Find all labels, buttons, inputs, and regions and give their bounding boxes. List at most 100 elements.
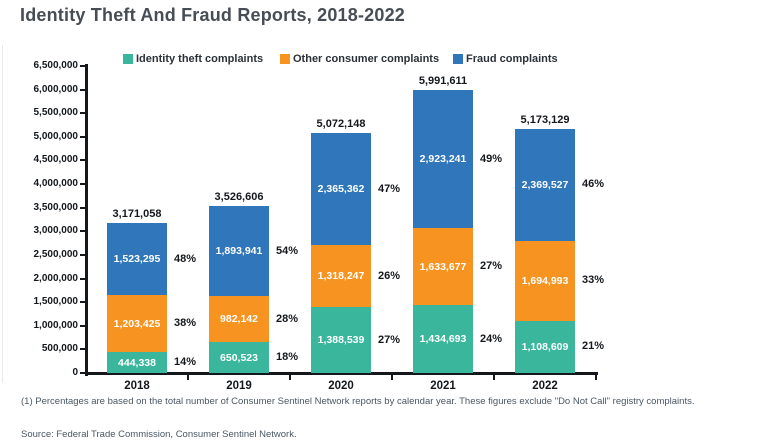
y-tick-label: 3,500,000 [33, 201, 79, 213]
segment-percent-label: 14% [174, 356, 197, 368]
bar-total-label: 5,072,148 [316, 118, 366, 131]
segment-value-label: 1,523,295 [113, 253, 161, 266]
segment-percent-label: 27% [480, 260, 503, 273]
y-tick-mark [80, 183, 85, 186]
segment-value-label: 1,388,539 [317, 334, 365, 347]
x-tick-mark [391, 375, 393, 380]
bar-segment-fraud-2021 [413, 90, 473, 229]
segment-percent-label: 54% [276, 244, 299, 257]
segment-percent-label: 46% [582, 178, 605, 191]
segment-percent-label: 24% [480, 332, 503, 345]
y-tick-label: 4,500,000 [33, 154, 79, 166]
x-tick-mark [187, 375, 189, 380]
segment-value-label: 1,633,677 [419, 260, 467, 273]
legend-item: Other consumer complaints [280, 53, 439, 65]
y-tick-mark [80, 135, 85, 138]
segment-value-label: 1,318,247 [317, 270, 365, 283]
segment-percent-label: 47% [378, 182, 401, 195]
y-tick-label: 6,000,000 [33, 83, 79, 95]
x-category-label: 2022 [532, 380, 558, 392]
x-tick-mark [595, 375, 597, 380]
bar-segment-other-2022 [515, 240, 575, 321]
y-tick-label: 5,500,000 [33, 107, 79, 119]
bar-segment-fraud-2019 [209, 206, 269, 296]
y-tick-mark [80, 348, 85, 351]
bar-segment-identity-2021 [413, 305, 473, 373]
x-tick-mark [289, 375, 291, 380]
y-tick-label: 0 [72, 367, 78, 378]
segment-value-label: 1,694,993 [521, 274, 569, 287]
y-tick-mark [80, 372, 85, 374]
legend-swatch [453, 54, 463, 64]
segment-percent-label: 33% [582, 274, 605, 287]
x-category-label: 2018 [124, 380, 150, 392]
segment-value-label: 1,108,609 [521, 340, 569, 353]
bar-total-label: 3,526,606 [214, 191, 264, 204]
footnote-text: (1) Percentages are based on the total n… [21, 396, 695, 407]
bar-total-label: 5,991,611 [418, 75, 468, 87]
y-tick-label: 1,500,000 [33, 296, 79, 308]
legend-label: Other consumer complaints [293, 53, 440, 65]
x-axis-line [85, 372, 598, 375]
bar-segment-other-2021 [413, 228, 473, 306]
y-tick-mark [80, 65, 85, 67]
x-category-label: 2019 [226, 380, 252, 392]
y-tick-label: 4,000,000 [33, 178, 79, 190]
segment-value-label: 2,923,241 [419, 153, 467, 166]
bar-segment-identity-2022 [515, 320, 575, 373]
y-tick-label: 5,000,000 [33, 130, 79, 142]
segment-value-label: 1,893,941 [215, 245, 263, 258]
y-tick-mark [80, 112, 85, 115]
segment-percent-label: 28% [276, 312, 299, 325]
bar-segment-other-2018 [107, 295, 167, 352]
segment-percent-label: 49% [480, 152, 503, 165]
segment-percent-label: 48% [174, 252, 197, 265]
segment-value-label: 2,365,362 [317, 183, 365, 196]
y-tick-label: 2,000,000 [33, 272, 79, 284]
y-tick-label: 3,000,000 [33, 225, 79, 237]
segment-percent-label: 38% [174, 317, 197, 330]
y-tick-mark [80, 88, 85, 91]
segment-value-label: 650,523 [220, 351, 258, 364]
source-text: Source: Federal Trade Commission, Consum… [21, 429, 297, 440]
bar-segment-fraud-2018 [107, 223, 167, 296]
bar-segment-fraud-2020 [311, 133, 371, 246]
segment-percent-label: 27% [378, 333, 401, 346]
bar-segment-other-2019 [209, 295, 269, 343]
page-title: Identity Theft And Fraud Reports, 2018-2… [20, 5, 406, 25]
x-category-label: 2020 [328, 380, 354, 392]
segment-value-label: 1,434,693 [419, 333, 467, 346]
segment-percent-label: 26% [378, 269, 401, 282]
y-tick-mark [80, 253, 85, 256]
legend-item: Fraud complaints [453, 53, 558, 65]
y-tick-label: 2,500,000 [33, 248, 79, 260]
segment-value-label: 2,369,527 [521, 178, 569, 191]
bar-segment-other-2020 [311, 245, 371, 308]
y-tick-label: 6,500,000 [33, 60, 79, 71]
segment-percent-label: 21% [582, 340, 605, 353]
x-category-label: 2021 [430, 380, 456, 392]
bar-segment-identity-2019 [209, 342, 269, 373]
bar-segment-fraud-2022 [515, 128, 575, 241]
chart-card-edge [2, 45, 3, 383]
y-axis-line [85, 64, 88, 376]
segment-value-label: 1,203,425 [113, 317, 161, 330]
segment-value-label: 982,142 [220, 313, 258, 326]
y-tick-mark [80, 159, 85, 162]
legend-item: Identity theft complaints [123, 53, 263, 65]
legend-label: Fraud complaints [466, 53, 558, 65]
y-tick-mark [80, 206, 85, 209]
y-tick-mark [80, 230, 85, 233]
legend-label: Identity theft complaints [136, 53, 264, 65]
y-tick-mark [80, 301, 85, 304]
y-tick-mark [80, 277, 85, 280]
x-tick-mark [493, 375, 495, 380]
segment-percent-label: 18% [276, 351, 299, 364]
bar-segment-identity-2018 [107, 352, 167, 373]
legend-swatch [280, 54, 290, 64]
y-tick-label: 1,000,000 [33, 319, 79, 331]
bar-segment-identity-2020 [311, 307, 371, 373]
legend-swatch [123, 54, 133, 64]
